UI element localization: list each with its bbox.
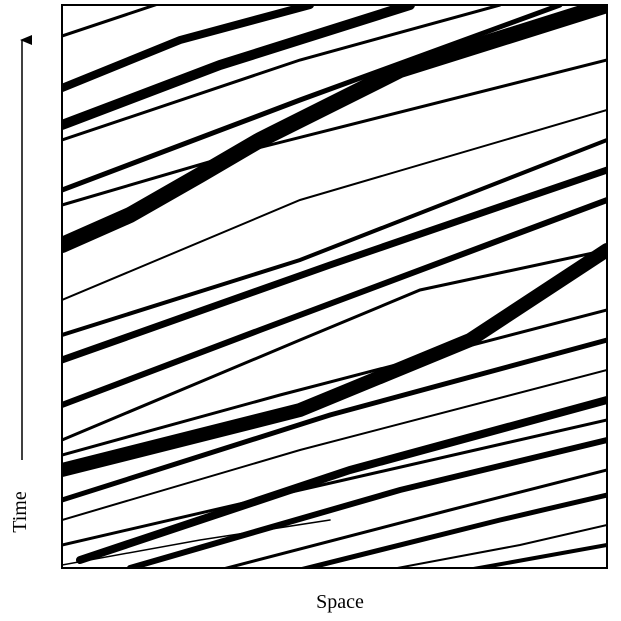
stripe (62, 337, 607, 503)
stripe (62, 519, 331, 566)
space-time-stripes (62, 5, 607, 568)
stripe (62, 418, 607, 547)
stripe (62, 166, 607, 364)
stripe (62, 5, 563, 193)
stripe (62, 369, 607, 521)
stripe (62, 248, 607, 442)
plot-frame (61, 4, 608, 569)
stripe (76, 396, 607, 564)
stripe (62, 5, 160, 38)
stripe (62, 5, 314, 92)
stripe (391, 524, 607, 568)
stripe (62, 109, 607, 301)
stripe (297, 492, 607, 568)
stripe (62, 5, 607, 253)
stripe (62, 5, 502, 142)
stripe (62, 5, 415, 130)
x-axis-label: Space (316, 591, 364, 613)
y-axis-label: Time (9, 491, 31, 533)
stripe (62, 138, 607, 337)
stripe (467, 543, 607, 568)
stripe (62, 197, 607, 408)
stripe (220, 468, 607, 568)
stripe (62, 243, 607, 477)
stripe (62, 308, 607, 457)
stripe (62, 58, 607, 207)
stripe (127, 437, 607, 568)
